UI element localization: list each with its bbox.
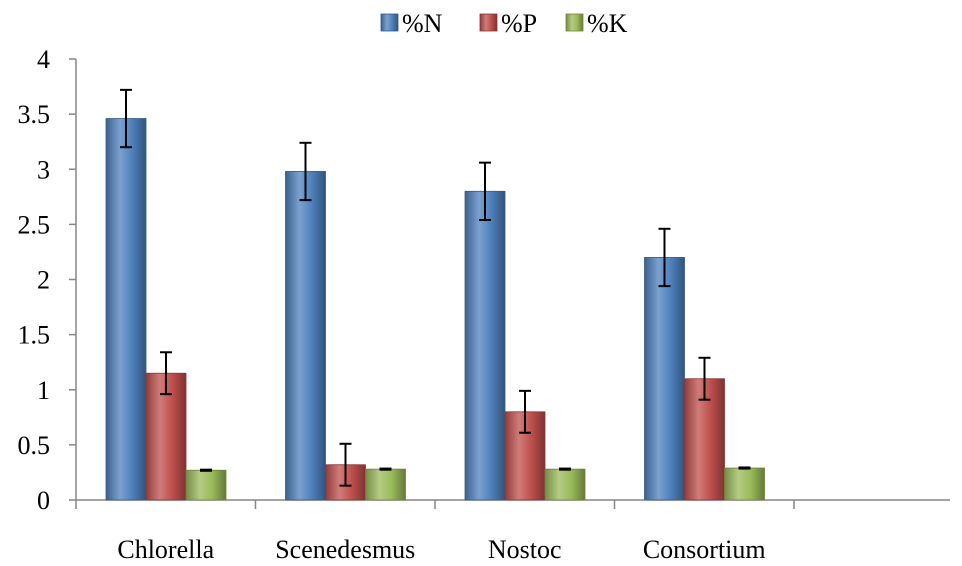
error-bar-n-nostoc bbox=[479, 161, 491, 221]
error-bar-p-nostoc bbox=[519, 389, 531, 434]
error-bar-k-chlorella bbox=[200, 468, 212, 472]
error-bar-p-chlorella bbox=[160, 351, 172, 396]
error-bar-k-scenedesmus bbox=[379, 467, 392, 471]
error-bar-n-chlorella bbox=[120, 88, 132, 149]
error-bar-n-consortium bbox=[658, 227, 671, 288]
legend-label-n: %N bbox=[402, 9, 443, 38]
y-tick-label: 0 bbox=[37, 486, 50, 515]
bar-n-scenedesmus bbox=[285, 171, 326, 501]
x-axis: Chlorella Scenedesmus Nostoc Consortium bbox=[75, 499, 950, 564]
error-bar-k-consortium bbox=[738, 466, 751, 470]
x-tick-label-chlorella: Chlorella bbox=[117, 535, 214, 564]
legend: %N %P %K bbox=[380, 9, 628, 38]
x-tick-label-consortium: Consortium bbox=[643, 535, 766, 564]
bar-n-consortium bbox=[644, 257, 685, 501]
y-tick-label: 2 bbox=[37, 266, 50, 295]
bar-k-consortium bbox=[724, 467, 765, 501]
y-tick-label: 0.5 bbox=[18, 431, 51, 460]
bar-k-nostoc bbox=[544, 468, 586, 501]
x-tick-label-scenedesmus: Scenedesmus bbox=[275, 535, 415, 564]
legend-swatch-k bbox=[565, 13, 584, 32]
legend-swatch-p bbox=[479, 13, 498, 32]
legend-label-k: %K bbox=[587, 9, 628, 38]
bar-n-chlorella bbox=[105, 118, 147, 501]
y-tick-label: 2.5 bbox=[18, 210, 51, 239]
y-tick-label: 1.5 bbox=[18, 321, 51, 350]
y-tick-label: 3 bbox=[37, 155, 50, 184]
bar-k-chlorella bbox=[185, 469, 227, 501]
y-tick-label: 4 bbox=[37, 45, 50, 74]
error-bar-p-consortium bbox=[698, 356, 711, 401]
legend-swatch-n bbox=[380, 13, 399, 32]
y-tick-label: 3.5 bbox=[18, 100, 51, 129]
bar-n-nostoc bbox=[464, 190, 506, 501]
error-bar-p-scenedesmus bbox=[339, 442, 352, 487]
bar-k-scenedesmus bbox=[365, 468, 406, 501]
error-bar-k-nostoc bbox=[559, 467, 571, 471]
bars bbox=[105, 88, 765, 501]
y-axis: 0 0.5 1 1.5 2 2.5 3 3.5 4 bbox=[18, 45, 77, 515]
legend-item-p: %P bbox=[479, 9, 537, 38]
legend-item-n: %N bbox=[380, 9, 443, 38]
error-bar-n-scenedesmus bbox=[299, 141, 312, 202]
y-tick-label: 1 bbox=[37, 376, 50, 405]
legend-item-k: %K bbox=[565, 9, 628, 38]
legend-label-p: %P bbox=[501, 9, 537, 38]
x-tick-label-nostoc: Nostoc bbox=[488, 535, 562, 564]
